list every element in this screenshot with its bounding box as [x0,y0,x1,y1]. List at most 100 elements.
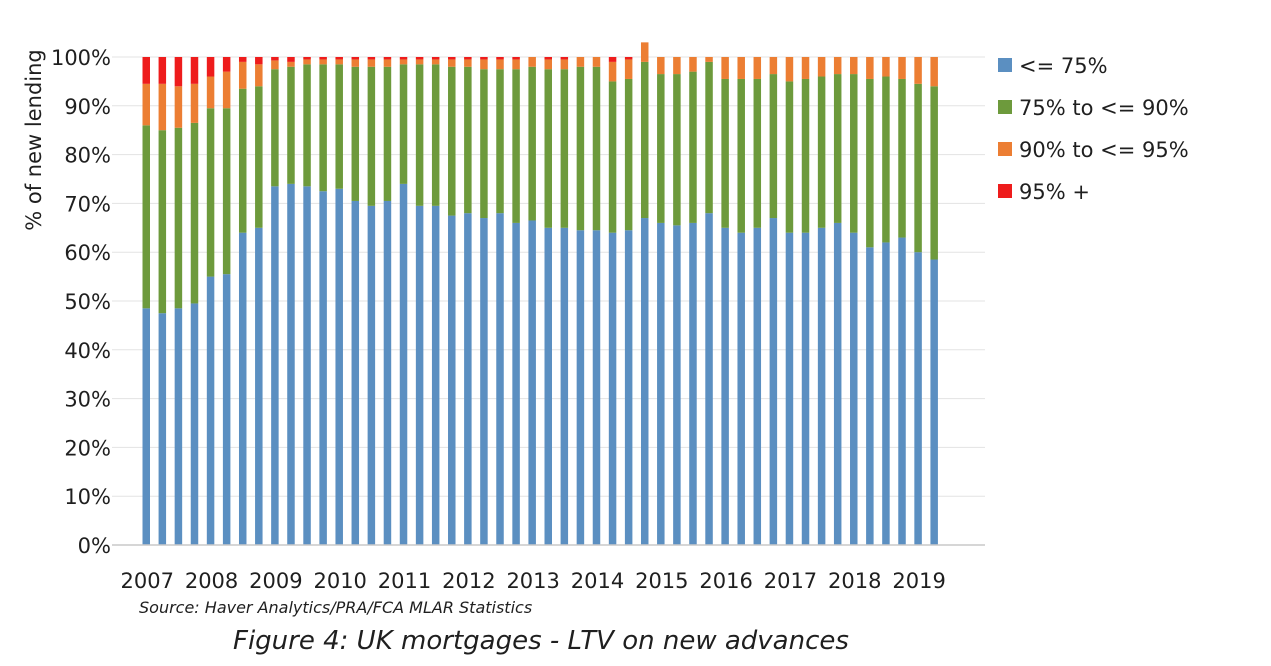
bar-segment [705,213,713,545]
legend-swatch [998,142,1012,156]
bar-segment [222,71,231,109]
y-tick-label: 0% [78,534,111,558]
bar-segment [222,274,231,545]
bar-segment [255,86,263,228]
x-axis-tick-labels: 2007 2008 2009 2010 2011 2012 2013 2014 2015 2016… [121,569,946,593]
x-tick-label: 2011 [378,569,431,593]
bar-segment [351,66,360,201]
bar-segment [142,83,150,126]
x-tick-label: 2016 [699,569,752,593]
bar-segment [190,303,199,545]
bar-segment [335,59,343,65]
bar-segment [592,230,601,546]
bar-segment [271,69,279,187]
bar-segment [464,213,472,545]
bar-segment [898,57,906,79]
bar-segment [319,57,327,60]
bar-segment [271,60,279,70]
bar-segment [689,57,697,72]
legend-label: <= 75% [1019,54,1108,78]
bar-segment [448,57,456,60]
bar-segment [303,59,311,65]
bar-segment [448,215,456,545]
bar-segment [431,205,440,545]
bar-segment [801,232,810,545]
bar-segment [448,66,456,216]
bar-segment [640,61,649,219]
bar-segment [785,81,794,233]
bar-segment [255,57,263,65]
bar-segment [303,186,311,545]
bar-segment [496,59,504,70]
bar-segment [914,57,922,84]
bar-segment [657,222,665,546]
bar-segment [560,59,569,70]
bar-segment [383,59,392,67]
bar-segment [673,225,681,546]
bar-segment [640,42,649,62]
bar-segment [657,57,665,75]
bar-segment [560,57,569,60]
bar-segment [657,74,665,223]
bar-segment [914,83,922,253]
bar-segment [464,66,472,214]
bar-segment [367,59,376,67]
bar-segment [817,57,826,77]
x-tick-label: 2010 [313,569,366,593]
legend-swatch [998,100,1012,114]
bar-segment [882,57,890,77]
bar-segment [415,59,424,65]
bar-segment [930,259,938,545]
bars [142,42,938,546]
bar-segment [576,57,585,67]
bar-segment [576,230,585,546]
bar-segment [480,59,488,70]
bar-segment [271,186,279,545]
bar-segment [303,57,311,60]
bar-segment [158,83,167,131]
bar-segment [206,108,215,277]
bar-segment [705,57,713,62]
y-tick-label: 80% [64,144,111,168]
x-tick-label: 2007 [121,569,174,593]
bar-segment [271,57,279,61]
bar-segment [624,78,633,231]
bar-segment [512,59,520,70]
bar-segment [785,232,794,545]
bar-segment [850,232,858,545]
bar-segment [480,69,488,219]
bar-segment [238,57,247,62]
bar-segment [206,76,215,109]
x-tick-label: 2015 [635,569,688,593]
bar-segment [866,78,874,248]
bar-segment [737,232,745,545]
bar-segment [882,242,890,545]
bar-segment [222,57,231,72]
legend: <= 75% 75% to <= 90% 90% to <= 95% 95% + [998,54,1189,204]
bar-segment [930,86,938,260]
legend-label: 90% to <= 95% [1019,138,1189,162]
bar-segment [206,57,215,77]
y-tick-label: 50% [64,290,111,314]
bar-segment [238,61,247,89]
y-tick-label: 70% [64,192,111,216]
bar-segment [624,230,633,546]
bar-segment [222,108,231,275]
bar-segment [367,66,376,206]
bar-segment [351,59,360,67]
bar-segment [303,64,311,187]
bar-segment [190,83,199,123]
bar-segment [190,122,199,304]
bar-segment [142,308,150,545]
bar-segment [415,57,424,60]
bar-segment [544,59,552,70]
bar-segment [351,200,360,545]
legend-swatch [998,184,1012,198]
bar-segment [464,57,472,60]
y-tick-label: 60% [64,241,111,265]
y-tick-label: 30% [64,388,111,412]
bar-segment [512,57,520,60]
bar-segment [287,183,295,545]
y-tick-label: 20% [64,436,111,460]
